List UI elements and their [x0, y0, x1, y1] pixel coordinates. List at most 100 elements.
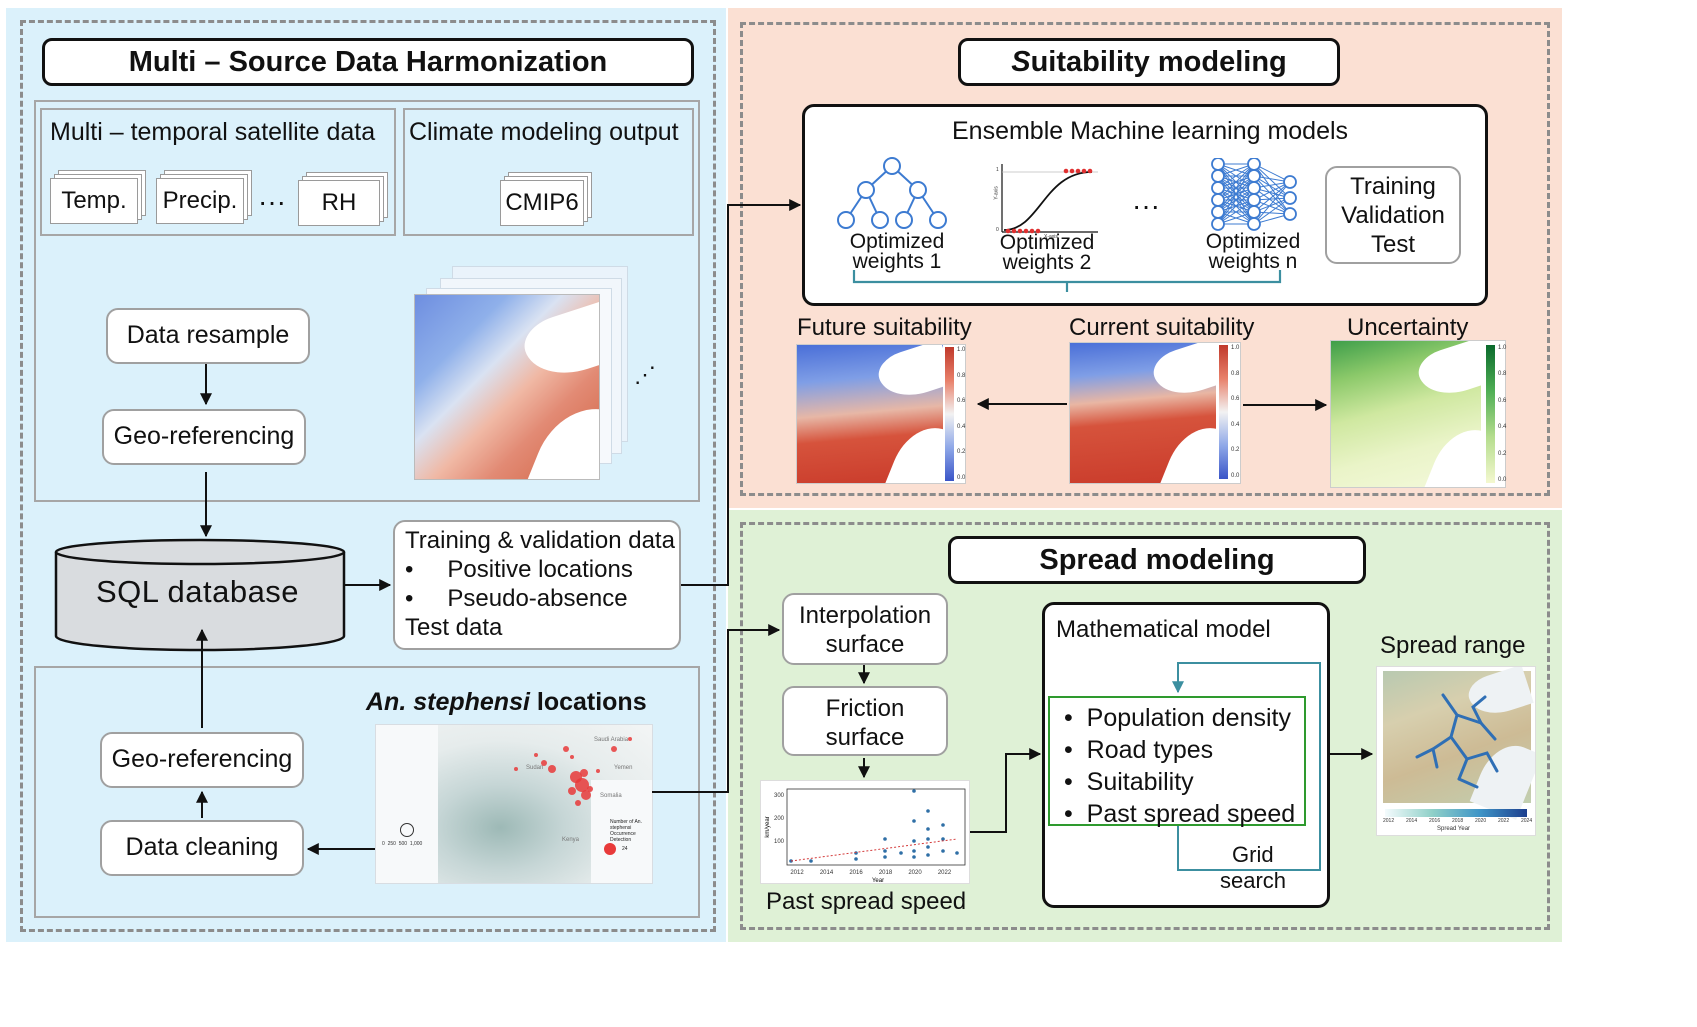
locations-word: locations [529, 688, 647, 716]
suitability-title-initial: S [1011, 45, 1031, 78]
harmonization-dashed-border [20, 20, 716, 932]
precip-layer-stack: Precip. [156, 170, 252, 224]
current-suitability-label: Current suitability [1069, 314, 1255, 341]
ensemble-title: Ensemble Machine learning models [952, 117, 1349, 145]
speed-chart-x-tick: 2016 [849, 870, 863, 876]
future-colorbar-tick: 0.8 [957, 372, 966, 379]
current-colorbar-tick: 0.2 [1231, 447, 1240, 454]
saudi-arabia-label: Saudi Arabia [594, 737, 629, 743]
yemen-label: Yemen [614, 765, 633, 771]
spread-range-tick: 2014 [1406, 818, 1418, 824]
uncertainty-colorbar-tick: 0.8 [1498, 371, 1507, 378]
speed-chart-point [854, 857, 858, 861]
scale-250: 250 [387, 841, 396, 847]
mini-legend-title: Number of An. stephensi Occurrence Detec… [610, 819, 642, 843]
test-label: Test [1370, 231, 1415, 258]
search-label: search [1220, 868, 1287, 893]
future-suitability-label: Future suitability [797, 314, 972, 341]
suitability-title-rest: uitability modeling [1030, 45, 1287, 78]
spread-range-map: 2012 2014 2016 2018 2020 2022 2024 Spread Year [1376, 666, 1536, 836]
uncertainty-map [1330, 340, 1506, 488]
speed-chart-point [926, 827, 930, 831]
training-label: Training [1350, 173, 1436, 200]
bullet-1: • [405, 556, 414, 583]
sudan-label: Sudan [526, 765, 544, 771]
nn-node [1283, 175, 1297, 189]
suitability-dashed-border [740, 22, 1550, 496]
speed-chart-x-tick: 2018 [879, 870, 893, 876]
mini-scale: 0 250 500 1,000 [382, 841, 422, 847]
speed-chart-point [926, 809, 930, 813]
past-spread-speed-caption: Past spread speed [766, 888, 967, 915]
speed-chart-point [912, 819, 916, 823]
temp-layer-stack: Temp. [50, 170, 146, 224]
positive-locations-item: Positive locations [447, 556, 633, 583]
spread-network [1415, 693, 1499, 789]
interpolation-surface-label: Interpolation surface [798, 602, 932, 658]
speed-chart-x-tick: 2020 [908, 870, 922, 876]
spread-range-tick: 2024 [1521, 818, 1533, 824]
speed-chart-axes [786, 788, 966, 866]
nn-node [1283, 207, 1297, 221]
satellite-group [40, 108, 396, 236]
spread-range-tick: 2022 [1498, 818, 1510, 824]
map-ellipsis: ⋰ [634, 362, 656, 387]
factor-bullet-1: • [1064, 704, 1073, 732]
speed-chart-xlabel: Year [872, 878, 884, 884]
speed-chart-point [809, 859, 813, 863]
validation-label: Validation [1341, 202, 1445, 229]
rh-layer: RH [298, 180, 380, 226]
climate-map-stack [414, 266, 632, 480]
spread-dashed-border [740, 522, 1550, 930]
speed-chart-y-tick: 100 [774, 839, 785, 845]
train-val-test-box: Training Validation Test [1325, 166, 1461, 264]
sigmoid-icon [1001, 164, 1098, 234]
climate-group [403, 108, 694, 236]
speed-chart-point [955, 851, 959, 855]
factor-bullet-3: • [1064, 768, 1073, 796]
uncertainty-colorbar [1486, 345, 1495, 483]
population-density-item: Population density [1086, 704, 1291, 732]
future-colorbar-tick: 0.6 [957, 398, 966, 405]
speed-chart-point [926, 845, 930, 849]
current-colorbar-tick: 0.4 [1231, 421, 1240, 428]
spread-range-colorbar [1385, 809, 1527, 817]
speed-chart-x-tick: 2012 [790, 870, 804, 876]
speed-chart-point [883, 849, 887, 853]
climate-title: Climate modeling output [409, 118, 679, 146]
future-colorbar-tick: 1.0 [957, 347, 966, 353]
spread-range-tick: 2012 [1383, 818, 1395, 824]
speed-chart-point [941, 837, 945, 841]
cmip6-layer-stack: CMIP6 [500, 172, 592, 226]
future-colorbar-tick: 0.2 [957, 449, 966, 456]
spread-range-tick: 2016 [1429, 818, 1441, 824]
speed-chart-point [883, 837, 887, 841]
satellite-title: Multi – temporal satellite data [50, 118, 376, 146]
speed-chart-point [912, 855, 916, 859]
sigmoid-x-axis-label: X-axis [1044, 234, 1058, 240]
mathematical-model-box [1042, 602, 1330, 908]
speed-chart-x-tick: 2014 [820, 870, 834, 876]
uncertainty-colorbar-tick: 0.2 [1498, 450, 1507, 457]
locations-title: An. stephensi locations [366, 688, 647, 717]
species-name: An. stephensi [366, 688, 530, 716]
speed-chart-point [926, 853, 930, 857]
temp-layer: Temp. [50, 178, 138, 224]
past-speed-chart: 2012 2014 2016 2018 2020 2022 100 200 300 Year km/… [760, 780, 970, 884]
current-suitability-map [1069, 342, 1241, 484]
speed-chart-point [912, 849, 916, 853]
speed-chart-point [899, 851, 903, 855]
speed-chart-y-tick: 200 [774, 816, 785, 822]
current-colorbar-tick: 0.0 [1231, 473, 1240, 479]
speed-chart-point [912, 789, 916, 793]
models-ellipsis: ··· [1132, 190, 1160, 221]
sql-database-label: SQL database [96, 574, 300, 609]
suitability-item: Suitability [1086, 768, 1194, 796]
scale-1000: 1,000 [409, 841, 423, 847]
current-colorbar-tick: 1.0 [1231, 345, 1240, 351]
nn-node [1211, 217, 1225, 231]
nn-node [1283, 191, 1297, 205]
speed-chart-x-tick: 2022 [938, 870, 952, 876]
